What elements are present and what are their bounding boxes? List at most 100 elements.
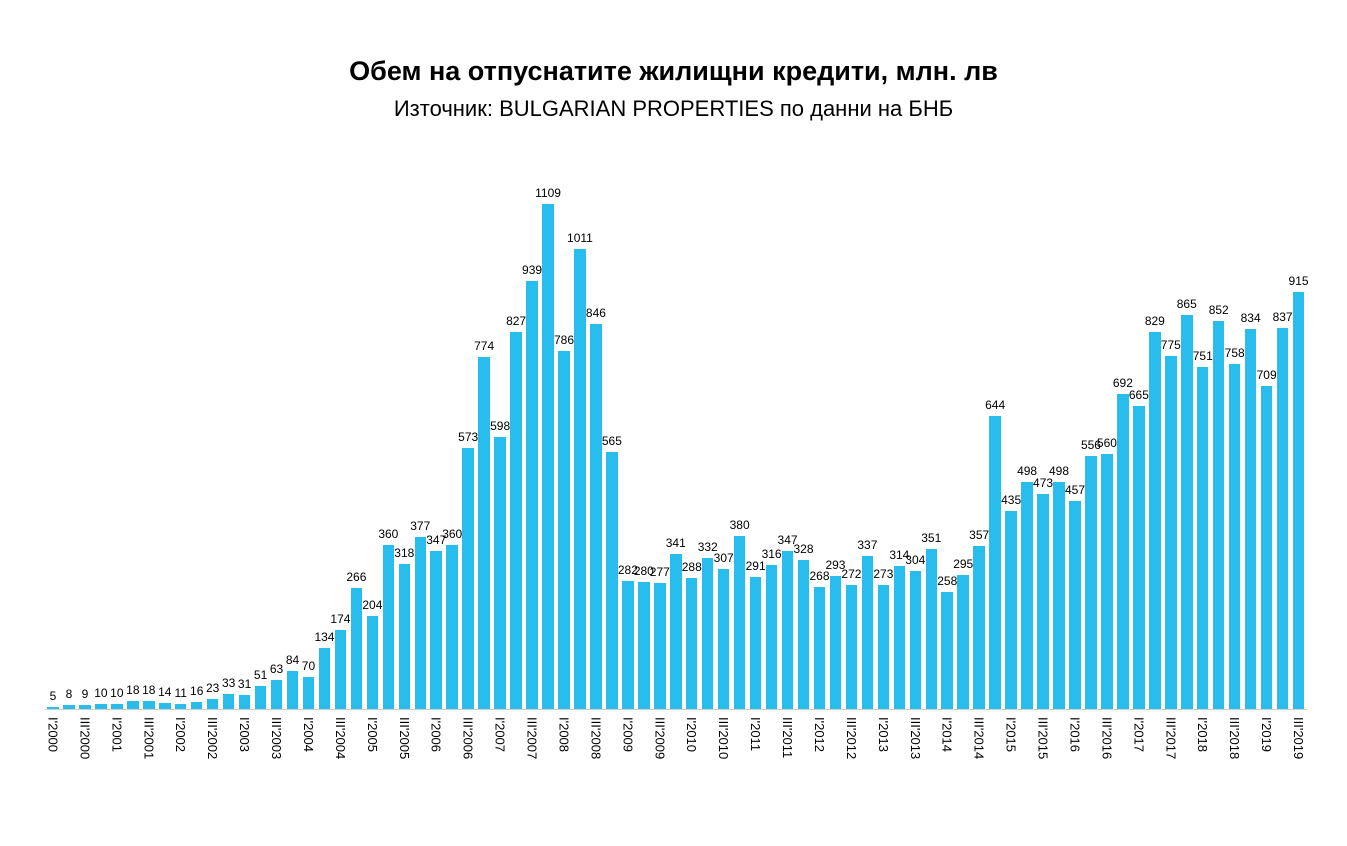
- x-tick-cell: I'2017: [1131, 711, 1147, 821]
- x-tick-cell: [476, 711, 492, 821]
- x-tick-cell: [796, 711, 812, 821]
- bar: [606, 451, 618, 709]
- x-tick-cell: [189, 711, 205, 821]
- x-tick-cell: [1051, 711, 1067, 821]
- bar-value-label: 337: [857, 537, 878, 552]
- bar-value-label: 268: [809, 569, 830, 583]
- bar-value-label: 134: [314, 630, 335, 644]
- bar-cell: 573: [458, 150, 478, 709]
- x-tick-cell: [1179, 711, 1195, 821]
- x-tick-cell: [636, 711, 652, 821]
- bar-value-label: 829: [1144, 313, 1165, 328]
- bar-cell: 865: [1177, 150, 1197, 709]
- bar-cell: 291: [745, 150, 766, 709]
- bar: [845, 585, 858, 709]
- bar: [1181, 315, 1193, 709]
- x-tick-label: III'2006: [460, 717, 476, 760]
- x-tick-label: III'2007: [524, 717, 540, 760]
- bar-value-label: 307: [713, 551, 734, 566]
- bar-value-label: 5: [49, 688, 57, 703]
- bar: [79, 704, 91, 709]
- bar-cell: 304: [905, 150, 925, 709]
- bar: [47, 706, 59, 709]
- bar-cell: 565: [601, 150, 622, 709]
- bar-value-label: 1109: [535, 186, 561, 200]
- bar: [95, 704, 107, 709]
- x-tick-cell: III'2016: [1099, 711, 1115, 821]
- bar-cell: 360: [378, 150, 399, 709]
- bar: [670, 553, 682, 709]
- bar: [1212, 321, 1225, 709]
- x-tick-label: I'2003: [237, 717, 253, 753]
- x-tick-cell: [1115, 711, 1131, 821]
- x-tick-cell: I'2012: [812, 711, 828, 821]
- x-tick-cell: [348, 711, 364, 821]
- bar-cell: 10: [93, 150, 109, 709]
- bar-cell: 560: [1097, 150, 1117, 709]
- bar-value-label: 314: [889, 548, 910, 562]
- bar-cell: 692: [1113, 150, 1133, 709]
- bar-value-label: 837: [1272, 309, 1293, 324]
- bar-value-label: 498: [1017, 464, 1038, 479]
- bar: [1069, 500, 1081, 709]
- bar: [1085, 455, 1097, 709]
- x-tick-cell: I'2018: [1195, 711, 1211, 821]
- bar-cell: 377: [410, 150, 430, 709]
- bar-value-label: 360: [378, 527, 399, 542]
- bar-cell: 1011: [567, 150, 593, 709]
- x-tick-cell: I'2006: [428, 711, 444, 821]
- bar-value-label: 273: [873, 566, 894, 581]
- bar-cell: 709: [1257, 150, 1277, 709]
- x-tick-label: I'2007: [492, 717, 508, 753]
- bar: [1260, 386, 1273, 709]
- bar-value-label: 565: [601, 433, 622, 448]
- bar: [1165, 356, 1177, 709]
- bar-value-label: 291: [745, 558, 766, 573]
- bar: [765, 565, 778, 709]
- chart-title: Обем на отпуснатите жилищни кредити, млн…: [349, 56, 998, 86]
- bar: [1228, 363, 1241, 709]
- bar-value-label: 644: [985, 397, 1006, 412]
- bar-cell: 644: [985, 150, 1006, 709]
- bar: [398, 564, 411, 709]
- bar: [446, 545, 458, 709]
- bar-value-label: 8: [65, 687, 73, 702]
- bar: [749, 576, 762, 709]
- x-tick-cell: III'2002: [205, 711, 221, 821]
- bar: [1244, 329, 1257, 709]
- bar-value-label: 84: [285, 652, 300, 667]
- x-tick-cell: [125, 711, 141, 821]
- x-tick-label: I'2002: [173, 717, 189, 753]
- bar-cell: 277: [650, 150, 670, 709]
- x-axis: I'2000 III'2000 I'2001 III'2001 I'2002 III'20…: [45, 711, 1307, 821]
- x-tick-label: III'2002: [205, 717, 221, 760]
- bar-value-label: 598: [490, 418, 511, 433]
- bar-cell: 10: [109, 150, 125, 709]
- plot-area: 5 8 9 10 10 18 18 14 11 16 23 33 31 51 63 84 70 134 174 266…: [45, 150, 1309, 710]
- bar: [1133, 406, 1145, 709]
- bar: [206, 698, 219, 709]
- bar-cell: 63: [269, 150, 285, 709]
- x-tick-cell: III'2008: [588, 711, 604, 821]
- bar-value-label: 351: [921, 531, 942, 546]
- bar: [174, 704, 187, 709]
- x-tick-cell: III'2005: [396, 711, 412, 821]
- x-tick-cell: [285, 711, 301, 821]
- bar-cell: 751: [1193, 150, 1213, 709]
- x-tick-cell: [1083, 711, 1099, 821]
- bar: [286, 670, 299, 709]
- bar-value-label: 347: [777, 533, 798, 547]
- bar: [478, 356, 490, 709]
- x-tick-label: III'2019: [1291, 717, 1307, 760]
- bar-cell: 758: [1225, 150, 1245, 709]
- x-tick-cell: I'2007: [492, 711, 508, 821]
- bar-value-label: 775: [1160, 338, 1181, 353]
- x-tick-cell: III'2009: [652, 711, 668, 821]
- x-tick-cell: [987, 711, 1003, 821]
- x-tick-label: III'2009: [652, 717, 668, 760]
- bar: [430, 551, 442, 709]
- x-tick-label: III'2012: [843, 717, 859, 760]
- x-tick-cell: III'2001: [141, 711, 157, 821]
- x-tick-cell: III'2007: [524, 711, 540, 821]
